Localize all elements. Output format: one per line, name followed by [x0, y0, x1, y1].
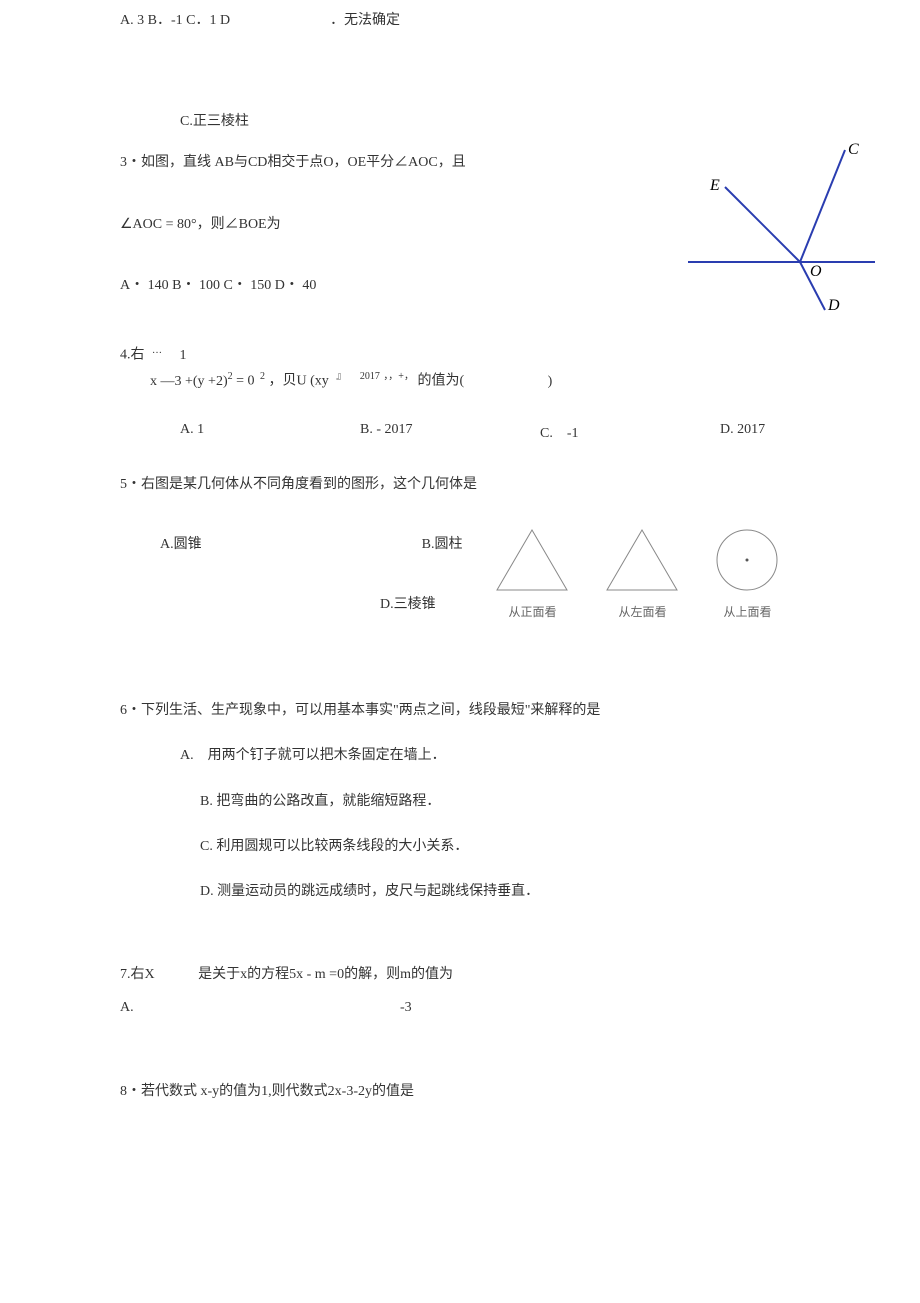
q6-opt-c: C. 利用圆规可以比较两条线段的大小关系． — [200, 834, 880, 859]
q5-stem: 5・右图是某几何体从不同角度看到的图形，这个几何体是 — [120, 472, 880, 497]
q7-opt-a-val: -3 — [400, 995, 412, 1020]
label-o: O — [810, 263, 822, 280]
q4-opt-a: A. 1 — [180, 422, 280, 442]
q2-opt-c: C.正三棱柱 — [180, 109, 880, 134]
triangle-icon — [492, 525, 572, 595]
q5-opt-d: D.三棱锥 — [380, 597, 436, 612]
label-d: D — [827, 297, 840, 312]
view-front: 从正面看 — [492, 525, 572, 620]
q4-opt-c: C. -1 — [540, 422, 640, 442]
q4-opt-b: B. - 2017 — [360, 422, 460, 442]
q6-opt-a: A. 用两个钉子就可以把木条固定在墙上． — [180, 743, 880, 768]
q4-stem: 4.右 … 1 x —3 +(y +2)2 = 0 2 ，贝U (xy 』 20… — [120, 342, 880, 394]
q3-cond: ∠AOC = 80°，则∠BOE为 — [120, 212, 660, 237]
label-c: C — [848, 142, 859, 158]
label-e: E — [709, 177, 720, 194]
view-top: 从上面看 — [712, 525, 782, 620]
q7-opt-a: A. — [120, 995, 400, 1020]
topline-right: ．无法确定 — [330, 8, 400, 33]
triangle-icon — [602, 525, 682, 595]
q3-options: A・ 140 B・ 100 C・ 150 D・ 40 — [120, 273, 660, 298]
topline-left: A. 3 B．-1 C．1 D — [120, 8, 230, 33]
q8-stem: 8・若代数式 x-y的值为1,则代数式2x-3-2y的值是 — [120, 1079, 880, 1104]
q3-intro: 3・如图，直线 AB与CD相交于点O，OE平分∠AOC，且 — [120, 150, 660, 175]
q6-opt-b: B. 把弯曲的公路改直，就能缩短路程． — [200, 789, 880, 814]
q4-opt-d: D. 2017 — [720, 422, 820, 442]
q3-diagram: C E O D — [680, 142, 880, 312]
circle-dot-icon — [712, 525, 782, 595]
q5-opt-a: A.圆锥 — [160, 533, 202, 553]
q5-opt-b: B.圆柱 — [422, 533, 463, 553]
view-left: 从左面看 — [602, 525, 682, 620]
q6-stem: 6・下列生活、生产现象中，可以用基本事实"两点之间，线段最短"来解释的是 — [120, 698, 880, 723]
q7-stem: 7.右X 是关于x的方程5x - m =0的解，则m的值为 — [120, 962, 880, 987]
q6-opt-d: D. 测量运动员的跳远成绩时，皮尺与起跳线保持垂直． — [200, 879, 880, 904]
